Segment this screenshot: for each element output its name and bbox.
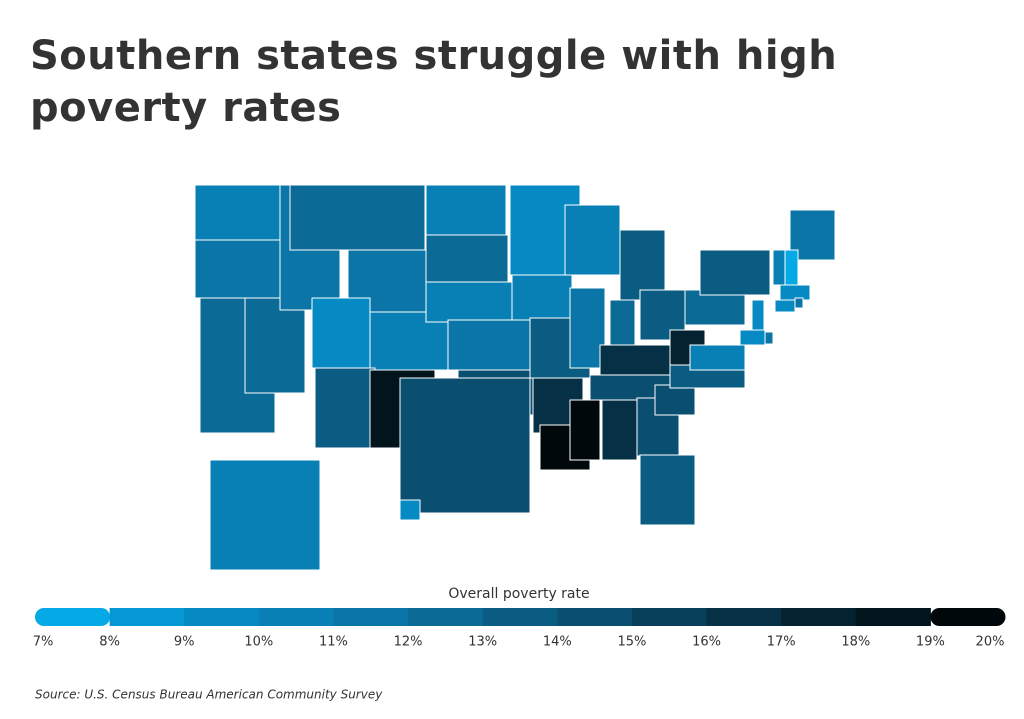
title-box: Southern states struggle with high pover… — [30, 33, 838, 131]
map — [194, 184, 836, 571]
legend-tick-label: 11% — [319, 635, 348, 650]
state — [684, 289, 746, 326]
state — [447, 319, 534, 371]
legend-swatch — [35, 608, 111, 626]
legend-swatch — [333, 608, 409, 626]
legend-tick-label: 16% — [692, 635, 721, 650]
state — [699, 249, 771, 296]
state — [772, 249, 786, 286]
legend-tick-label: 18% — [841, 635, 870, 650]
state — [764, 331, 774, 345]
legend-swatch — [855, 608, 931, 626]
state — [569, 399, 601, 461]
legend-swatch — [184, 608, 260, 626]
legend-tick-label: 14% — [543, 635, 572, 650]
legend-swatch — [930, 608, 1006, 626]
state — [425, 234, 509, 286]
state — [739, 329, 766, 346]
legend-title: Overall poverty rate — [448, 586, 589, 602]
legend-swatch — [706, 608, 782, 626]
state — [425, 184, 507, 236]
legend-tick-label: 9% — [174, 635, 195, 650]
legend-swatch — [557, 608, 633, 626]
legend-swatch — [109, 608, 185, 626]
state — [569, 287, 606, 369]
state — [209, 459, 321, 571]
state — [399, 377, 531, 514]
legend-tick-label: 19% — [916, 635, 945, 650]
legend-swatch — [781, 608, 857, 626]
legend-swatch — [631, 608, 708, 626]
state — [511, 274, 573, 321]
legend-tick-label: 15% — [617, 635, 646, 650]
legend-swatch — [482, 608, 558, 626]
state — [194, 184, 281, 241]
legend-tick-label: 20% — [976, 635, 1005, 650]
state — [599, 344, 671, 376]
legend-tick-label: 8% — [99, 635, 120, 650]
state — [654, 384, 696, 416]
state — [311, 297, 371, 369]
legend-swatch — [408, 608, 484, 626]
source: Source: U.S. Census Bureau American Comm… — [35, 688, 383, 702]
state — [751, 299, 765, 333]
state — [399, 499, 421, 521]
legend-tick-label: 7% — [33, 635, 54, 650]
legend-tick-label: 12% — [394, 635, 423, 650]
state — [289, 184, 426, 251]
title: Southern states struggle with high pover… — [30, 33, 838, 131]
state — [564, 204, 621, 276]
state — [639, 454, 696, 526]
state — [794, 297, 804, 309]
state — [314, 367, 376, 449]
state — [774, 299, 796, 313]
state — [425, 281, 517, 323]
state — [244, 297, 306, 394]
legend-tick-label: 17% — [767, 635, 796, 650]
state — [689, 344, 746, 371]
legend: 7% 8% 9% 10% 11% 12% 13% 14% 15% 16% 17% 18% 19% 20% — [33, 608, 1006, 650]
legend-tick-label: 13% — [468, 635, 497, 650]
state — [784, 249, 799, 286]
state — [194, 239, 291, 299]
legend-tick-label: 10% — [244, 635, 273, 650]
state — [601, 399, 638, 461]
state — [619, 229, 666, 301]
legend-swatch — [258, 608, 334, 626]
